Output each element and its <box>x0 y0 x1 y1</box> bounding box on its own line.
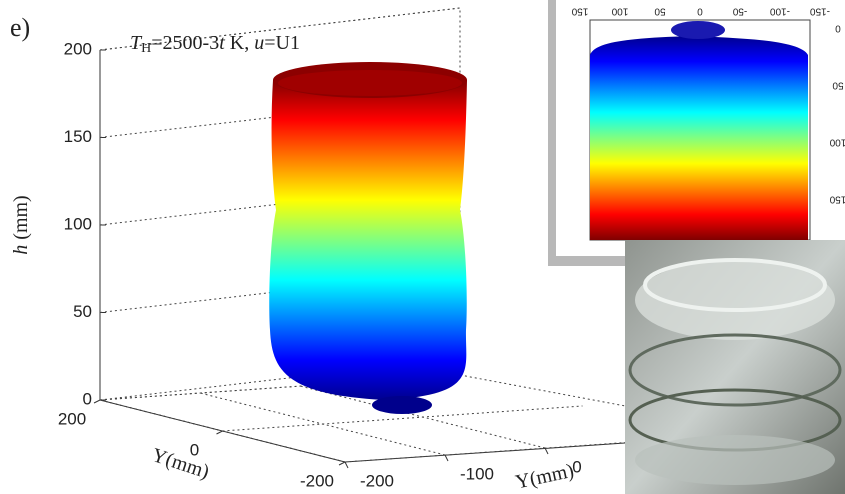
title-part: u <box>254 32 264 54</box>
photo <box>625 240 845 494</box>
inset-tick-label: 50 <box>654 5 666 16</box>
inset-tick-label: 100 <box>829 136 845 147</box>
title-part: K, <box>225 32 254 54</box>
z-tick-label: 0 <box>83 389 92 408</box>
y-tick-label: -200 <box>300 471 334 490</box>
x-axis-label: Y(mm) <box>514 460 576 494</box>
panel-label: e) <box>10 13 30 42</box>
z-tick-label: 50 <box>73 302 92 321</box>
inset: 150 100 50 0 -50 -100 -150 0 50 100 150 <box>548 0 845 266</box>
label-part: h <box>10 245 32 255</box>
surface <box>269 62 467 414</box>
chart-title: TH=2500-3t K, u=U1 <box>130 32 300 57</box>
label-part: (mm) <box>10 195 32 244</box>
y-tick-label: 200 <box>58 409 86 428</box>
inset-tick-label: 150 <box>829 193 845 204</box>
x-tick <box>445 455 448 461</box>
title-part: H <box>141 41 151 56</box>
z-tick-label: 150 <box>64 127 92 146</box>
y-tick <box>94 400 100 403</box>
y-tick <box>339 462 345 465</box>
title-part: =2500-3 <box>151 32 219 54</box>
inset-tick-label: 0 <box>835 22 841 33</box>
x-tick-label: -200 <box>360 471 394 490</box>
x-tick <box>345 462 348 468</box>
x-tick <box>545 448 548 454</box>
inset-tick-label: 50 <box>832 79 844 90</box>
inset-tick-label: -150 <box>810 5 830 16</box>
chart: 0501001502002000-200-200-1000 e) TH=2500… <box>0 0 845 494</box>
x-tick-label: -100 <box>460 464 494 483</box>
title-part: =U1 <box>264 32 300 54</box>
y-axis-label: Y(mm) <box>149 444 212 483</box>
z-tick-label: 200 <box>64 39 92 58</box>
inset-tick-label: 0 <box>697 5 703 16</box>
z-axis-label: h (mm) <box>10 195 32 254</box>
inset-tick-label: -100 <box>770 5 790 16</box>
inset-tick-label: 150 <box>571 5 588 16</box>
z-tick-label: 100 <box>64 214 92 233</box>
inset-tick-label: -50 <box>732 5 747 16</box>
figure: 0501001502002000-200-200-1000 e) TH=2500… <box>0 0 845 494</box>
y-tick <box>217 431 223 434</box>
inset-tick-label: 100 <box>611 5 628 16</box>
